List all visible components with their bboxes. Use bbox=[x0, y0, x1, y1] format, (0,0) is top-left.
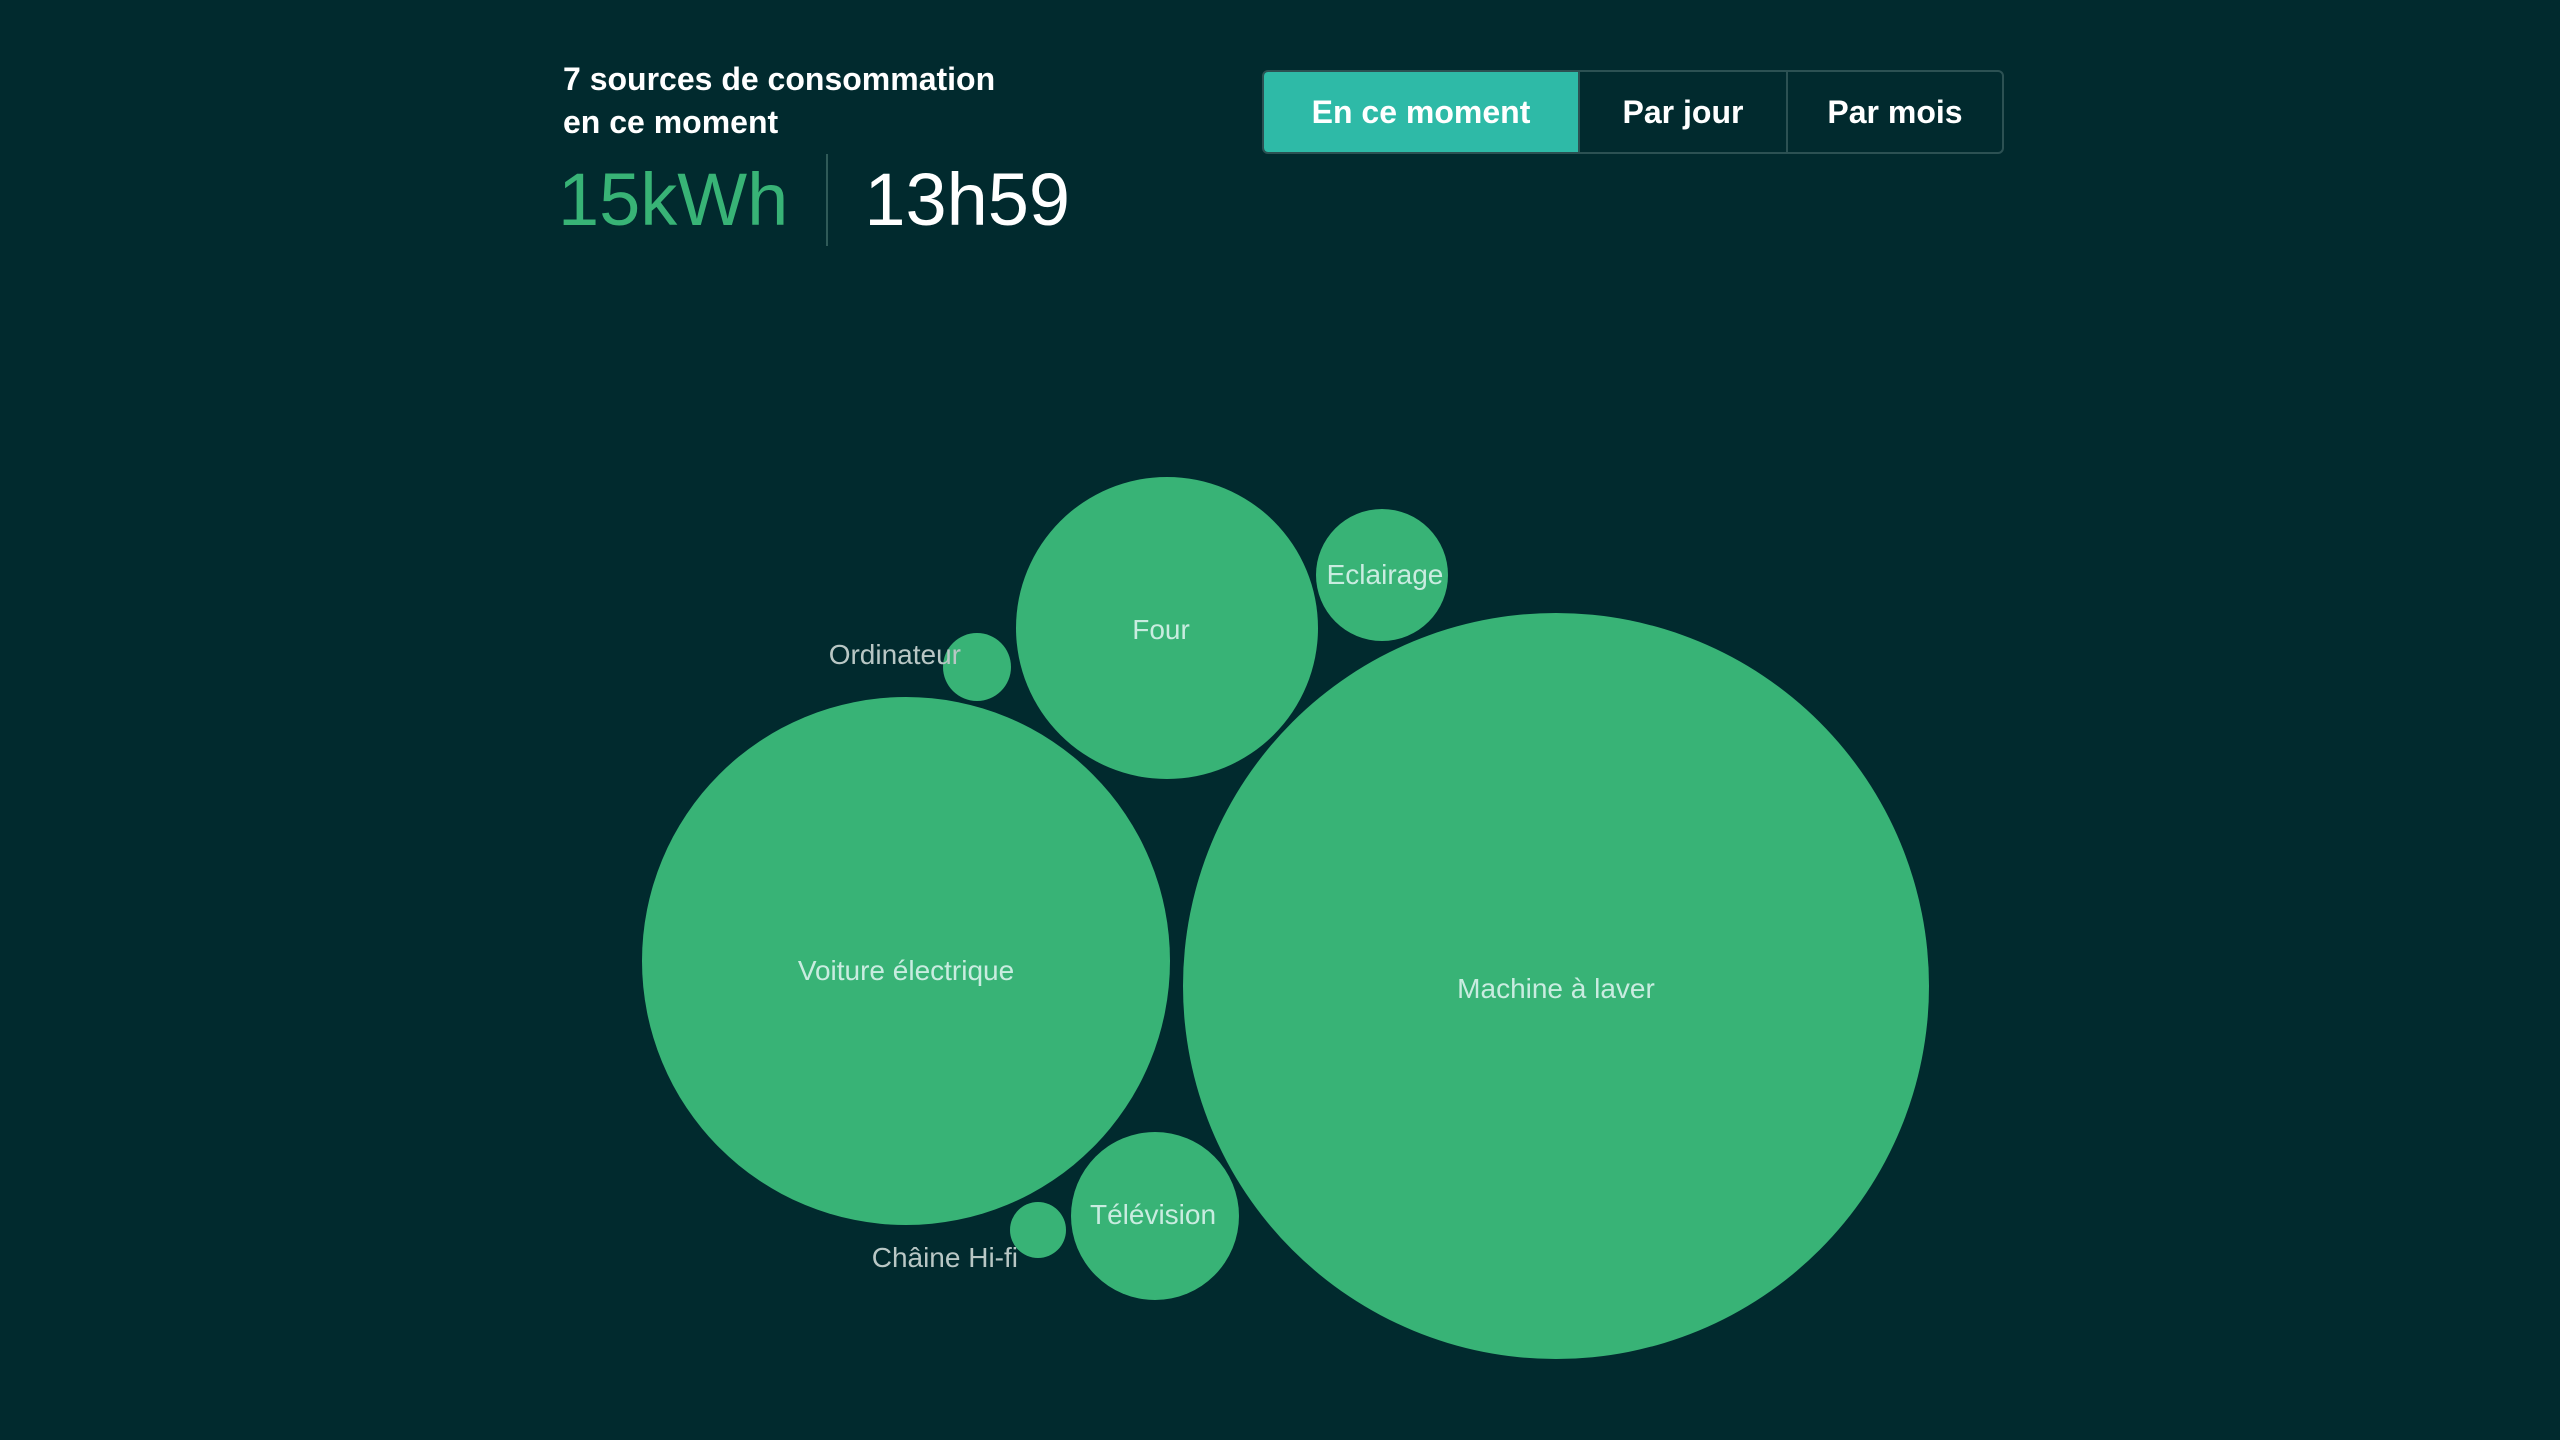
sources-subtitle: 7 sources de consommation en ce moment bbox=[563, 58, 1083, 144]
bubble-label-ordinateur: Ordinateur bbox=[828, 639, 961, 670]
bubble-label-chaine-hifi: Châine Hi-fi bbox=[871, 1242, 1018, 1273]
bubble-four[interactable] bbox=[1016, 477, 1318, 779]
bubble-voiture-electrique[interactable] bbox=[642, 697, 1170, 1225]
subtitle-line-2: en ce moment bbox=[563, 104, 779, 140]
energy-value: 15kWh bbox=[558, 158, 789, 241]
bubble-television[interactable] bbox=[1071, 1132, 1239, 1300]
bubble-ordinateur[interactable] bbox=[943, 633, 1011, 701]
period-tabs: En ce moment Par jour Par mois bbox=[1262, 70, 2004, 154]
time-value: 13h59 bbox=[864, 158, 1071, 241]
tab-en-ce-moment[interactable]: En ce moment bbox=[1264, 72, 1578, 152]
bubble-machine-a-laver[interactable] bbox=[1183, 613, 1929, 1359]
tab-par-jour[interactable]: Par jour bbox=[1578, 72, 1786, 152]
bubble-chaine-hifi[interactable] bbox=[1010, 1202, 1066, 1258]
stats-row: 15kWh 13h59 bbox=[558, 150, 1070, 250]
stats-divider bbox=[826, 154, 829, 246]
bubble-eclairage[interactable] bbox=[1316, 509, 1448, 641]
tab-par-mois[interactable]: Par mois bbox=[1786, 72, 2002, 152]
subtitle-line-1: 7 sources de consommation bbox=[563, 61, 996, 97]
